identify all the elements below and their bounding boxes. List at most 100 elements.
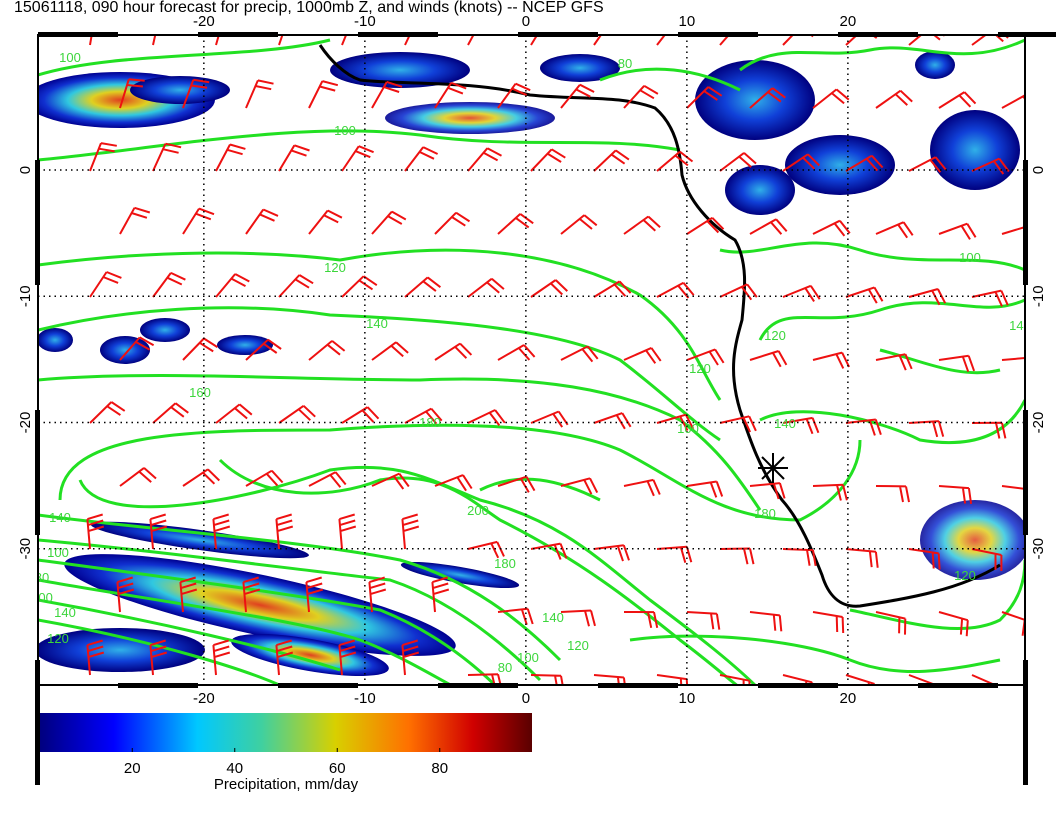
- wind-barb: [278, 274, 314, 298]
- contour-label: 120: [764, 328, 786, 343]
- wind-barb: [845, 418, 882, 436]
- colorbar-label: Precipitation, mm/day: [214, 776, 359, 793]
- contour-label: 100: [677, 421, 699, 436]
- wind-barb: [686, 348, 725, 366]
- wind-barb: [341, 35, 348, 46]
- wind-barb: [368, 576, 387, 613]
- wind-barb: [623, 215, 661, 235]
- wind-barb: [212, 513, 231, 550]
- lat-tick-label-right: -30: [1030, 538, 1047, 560]
- wind-barb: [875, 611, 907, 635]
- wind-barb: [593, 544, 630, 562]
- wind-barb: [341, 275, 378, 298]
- wind-barb: [1001, 611, 1025, 636]
- wind-barb: [1001, 485, 1025, 492]
- wind-barb: [656, 545, 693, 563]
- wind-barb: [152, 35, 157, 46]
- colorbar-tick-label: 80: [431, 760, 448, 777]
- wind-barb: [812, 351, 850, 369]
- colorbar-axis: 20 40 60 80: [124, 748, 448, 777]
- frame-bar: [598, 683, 678, 688]
- lon-tick-label-bottom: 20: [840, 690, 857, 707]
- wind-barb: [215, 403, 253, 424]
- wind-barb: [278, 404, 316, 424]
- wind-barb: [812, 88, 850, 109]
- wind-barb: [308, 471, 347, 488]
- frame-bar: [278, 683, 358, 688]
- contour-label: 100: [517, 650, 539, 665]
- wind-barb: [434, 342, 473, 361]
- wind-barb: [782, 35, 814, 46]
- wind-barb: [749, 218, 788, 235]
- wind-barb: [560, 214, 598, 235]
- contour-label: 80: [498, 660, 512, 675]
- wind-barb: [341, 406, 380, 424]
- wind-barb: [434, 81, 467, 109]
- wind-barb: [530, 148, 566, 172]
- frame-bar: [998, 32, 1056, 37]
- lat-tick-label-right: 0: [1030, 166, 1047, 174]
- wind-barb: [1001, 356, 1025, 361]
- wind-barb: [1001, 225, 1025, 235]
- wind-barb: [215, 35, 220, 46]
- wind-barb: [434, 211, 471, 235]
- wind-barb: [719, 283, 758, 301]
- map-area: 1001001201401601802001801401201008014010…: [31, 35, 1025, 685]
- grid: [38, 35, 1025, 685]
- wind-barb: [749, 611, 783, 632]
- contour-label: 120: [689, 361, 711, 376]
- wind-barb: [149, 513, 168, 550]
- wind-barb: [656, 35, 667, 46]
- contour-label: 120: [47, 631, 69, 646]
- wind-barb: [719, 674, 751, 685]
- wind-barb: [152, 402, 189, 424]
- wind-barb: [497, 213, 534, 235]
- contour-label: 100: [59, 50, 81, 65]
- contour-label: 100: [31, 590, 53, 605]
- wind-barb: [530, 35, 539, 46]
- frame-bar: [35, 410, 40, 535]
- wind-barb: [275, 513, 294, 550]
- wind-barb: [497, 82, 531, 109]
- wind-barbs: [86, 35, 1025, 685]
- lon-tick-label-top: 10: [679, 13, 696, 30]
- wind-barb: [404, 407, 443, 425]
- wind-barb: [371, 472, 410, 490]
- wind-barb: [971, 289, 1009, 307]
- contour-label: 100: [334, 123, 356, 138]
- wind-barb: [908, 548, 941, 570]
- wind-barb: [401, 639, 420, 676]
- colorbar-tick-label: 20: [124, 760, 141, 777]
- wind-barb: [623, 346, 662, 364]
- wind-barb: [401, 513, 420, 550]
- wind-barb: [908, 674, 938, 685]
- wind-barb: [89, 35, 93, 46]
- wind-barb: [497, 475, 536, 493]
- wind-barb: [467, 35, 475, 46]
- contour-label: 80: [35, 570, 49, 585]
- contour-label: 140: [774, 416, 796, 431]
- contour-label: 180: [494, 556, 516, 571]
- contour-label: 120: [954, 568, 976, 583]
- wind-barb: [245, 79, 274, 109]
- wind-barb: [782, 153, 821, 172]
- lat-tick-label-left: 0: [17, 166, 34, 174]
- wind-barb: [593, 280, 632, 298]
- frame-bar: [758, 683, 838, 688]
- wind-barb: [434, 474, 473, 492]
- lon-tick-label-top: -20: [193, 13, 215, 30]
- wind-barb: [371, 341, 409, 361]
- contour-label: 80: [618, 56, 632, 71]
- wind-barb: [812, 611, 845, 634]
- wind-barb: [845, 548, 879, 568]
- wind-barb: [278, 35, 284, 46]
- wind-barb: [149, 639, 168, 676]
- wind-barb: [467, 147, 502, 172]
- wind-barb: [497, 607, 534, 626]
- wind-barb: [305, 576, 324, 613]
- wind-barb: [656, 281, 695, 299]
- lat-tick-label-left: -20: [17, 412, 34, 434]
- frame-bar: [1023, 410, 1028, 535]
- wind-barb: [719, 415, 757, 433]
- wind-barb: [623, 84, 659, 109]
